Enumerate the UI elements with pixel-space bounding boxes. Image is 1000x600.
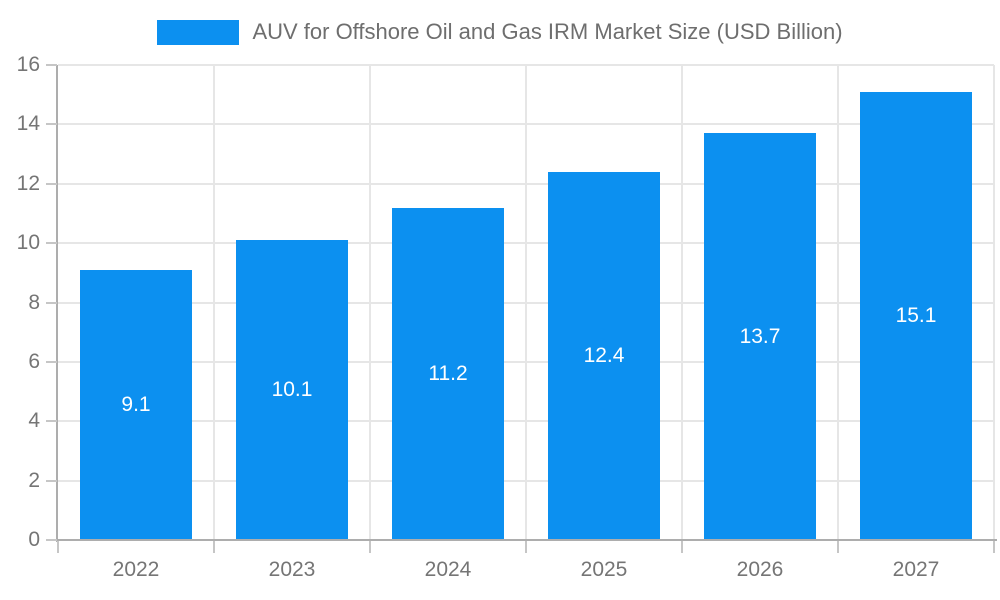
x-axis-tick [57, 541, 59, 553]
legend-color-swatch [157, 19, 240, 45]
y-axis-tick-label: 10 [16, 231, 40, 255]
chart-title: AUV for Offshore Oil and Gas IRM Market … [252, 19, 843, 44]
y-axis-tick [46, 64, 57, 66]
y-axis-tick-label: 4 [28, 409, 40, 433]
gridline-vertical [681, 65, 683, 540]
bar-2024 [392, 207, 504, 540]
bar-value-label: 13.7 [739, 324, 781, 348]
y-axis-tick [46, 301, 57, 304]
y-axis-tick-label: 16 [16, 53, 40, 76]
gridline-vertical [369, 65, 371, 540]
y-axis-tick-label: 14 [16, 112, 40, 136]
gridline-vertical [837, 65, 839, 540]
y-axis-tick [46, 539, 57, 541]
y-axis-tick [46, 479, 57, 482]
bar-2022 [80, 269, 192, 540]
x-axis-tick-label: 2022 [112, 558, 160, 581]
x-axis-tick-label: 2026 [736, 558, 784, 581]
bar-value-label: 12.4 [583, 343, 625, 367]
plot-area: 9.1 10.1 11.2 12.4 13.7 15.1 [58, 64, 995, 540]
x-axis-tick [681, 541, 683, 553]
bar-2026 [704, 133, 816, 540]
y-axis-tick [46, 242, 57, 245]
gridline-vertical [213, 65, 215, 540]
gridline-vertical [525, 65, 527, 540]
x-axis-tick-label: 2023 [268, 558, 316, 581]
bar-value-label: 15.1 [895, 303, 937, 327]
y-axis-tick-label: 0 [28, 528, 40, 551]
y-axis-tick [46, 420, 57, 423]
x-axis-tick-label: 2025 [580, 558, 628, 581]
y-axis-tick-label: 12 [16, 171, 40, 195]
x-axis-tick [993, 541, 995, 553]
y-axis-tick [46, 182, 57, 185]
bar-value-label: 9.1 [121, 392, 151, 416]
chart-legend: AUV for Offshore Oil and Gas IRM Market … [0, 18, 1000, 46]
x-axis-tick-label: 2024 [424, 558, 472, 581]
x-axis-tick-label: 2027 [892, 558, 940, 581]
x-axis-tick [369, 541, 371, 553]
gridline-vertical [993, 65, 995, 540]
bar-2027 [860, 91, 972, 540]
x-axis-tick [837, 541, 839, 553]
x-axis-line [56, 539, 997, 541]
y-axis-tick-label: 2 [28, 468, 40, 492]
y-axis-tick-label: 6 [28, 349, 40, 373]
x-axis-tick [525, 541, 527, 553]
y-axis-tick [46, 360, 57, 363]
bar-value-label: 11.2 [428, 361, 468, 385]
bar-value-label: 10.1 [271, 378, 313, 402]
bar-2023 [236, 240, 348, 540]
y-axis-tick [46, 123, 57, 126]
x-axis-tick [213, 541, 215, 553]
y-axis-line [56, 65, 58, 542]
bar-2025 [548, 171, 660, 540]
y-axis-tick-label: 8 [28, 290, 40, 314]
